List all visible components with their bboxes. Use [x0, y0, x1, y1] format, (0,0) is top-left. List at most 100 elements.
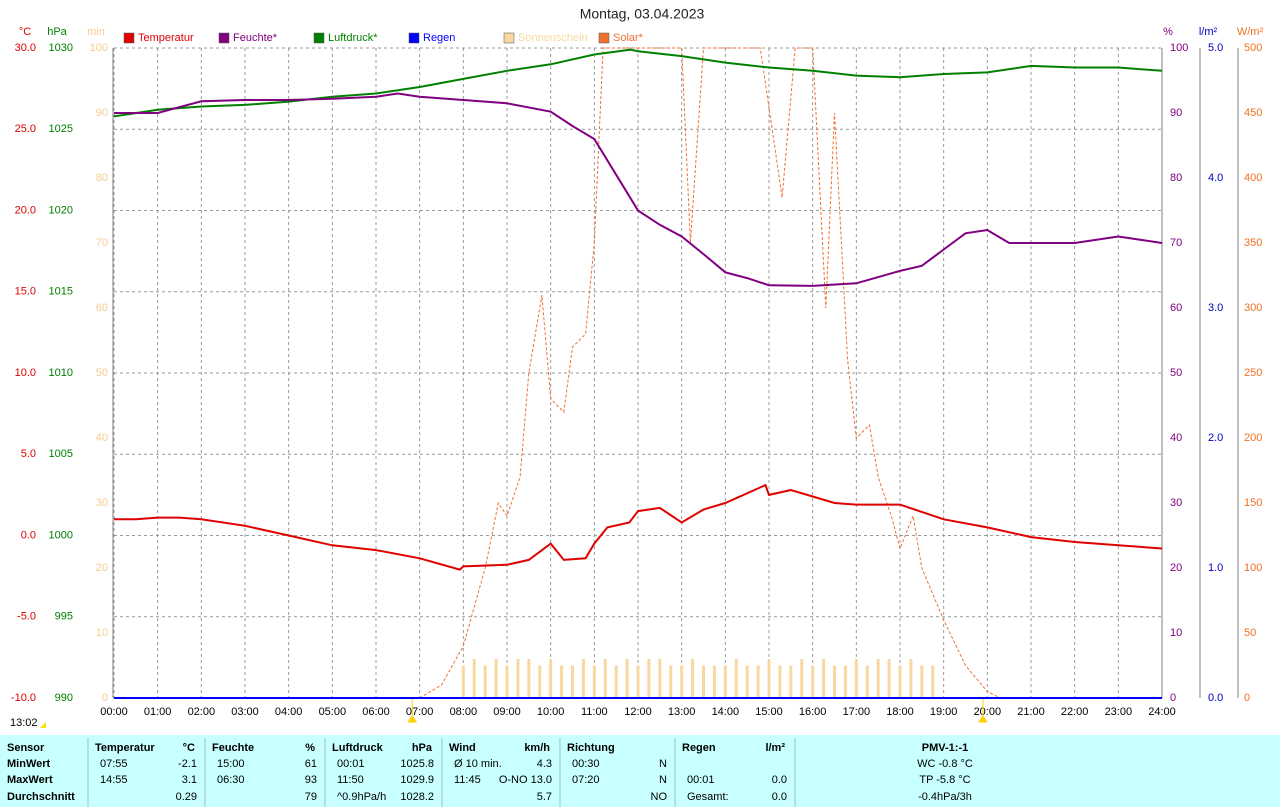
- y-tick-label: 5.0: [1208, 42, 1223, 54]
- sunshine-bar: [745, 665, 749, 698]
- sunshine-bar: [571, 665, 574, 698]
- y-tick-label: 15.0: [15, 286, 36, 298]
- axis-title: W/m²: [1237, 26, 1264, 38]
- y-tick-label: 40: [96, 432, 108, 444]
- y-tick-label: 0: [102, 692, 108, 704]
- y-tick-label: 1030: [49, 42, 73, 54]
- row-label: Durchschnitt: [7, 791, 75, 803]
- y-tick-label: 350: [1244, 237, 1262, 249]
- y-tick-label: 10: [1170, 627, 1182, 639]
- y-tick-label: 1.0: [1208, 562, 1223, 574]
- table-unit: hPa: [412, 742, 433, 754]
- y-tick-label: 70: [1170, 237, 1182, 249]
- axis-title: %: [1163, 26, 1173, 38]
- legend-label: Sonnenschein: [518, 32, 588, 44]
- y-tick-label: 60: [96, 302, 108, 314]
- table-cell: 0.0: [772, 791, 787, 803]
- sunshine-bar: [538, 665, 542, 698]
- y-tick-label: 40: [1170, 432, 1182, 444]
- table-header: Temperatur: [95, 742, 155, 754]
- sunshine-bar: [658, 659, 662, 698]
- x-tick-label: 16:00: [799, 706, 827, 718]
- x-tick-label: 11:00: [581, 706, 608, 718]
- x-tick-label: 08:00: [450, 706, 478, 718]
- y-tick-label: 30: [1170, 497, 1182, 509]
- x-tick-label: 17:00: [843, 706, 871, 718]
- sunshine-bar: [527, 659, 531, 698]
- table-background: [0, 735, 1280, 807]
- y-tick-label: 90: [1170, 107, 1182, 119]
- sunshine-bar: [822, 659, 826, 698]
- y-tick-label: 3.0: [1208, 302, 1223, 314]
- table-cell: 1028.2: [400, 791, 434, 803]
- x-tick-label: 14:00: [712, 706, 740, 718]
- y-tick-label: -10.0: [11, 692, 36, 704]
- table-header: Feuchte: [212, 742, 254, 754]
- y-tick-label: 10.0: [15, 367, 36, 379]
- table-cell: 07:55: [100, 758, 128, 770]
- table-header: Wind: [449, 742, 476, 754]
- y-tick-label: 100: [1170, 42, 1188, 54]
- table-cell: 11:45: [454, 774, 481, 786]
- y-tick-label: 1000: [49, 529, 73, 541]
- legend-swatch: [598, 32, 610, 44]
- y-tick-label: 20.0: [15, 204, 36, 216]
- sun-marker: [407, 698, 418, 723]
- row-label: MinWert: [7, 758, 51, 770]
- sunshine-bar: [876, 659, 880, 698]
- table-cell: 61: [305, 758, 317, 770]
- sunshine-bar: [931, 665, 935, 698]
- y-tick-label: 0: [1244, 692, 1250, 704]
- y-tick-label: 90: [96, 107, 108, 119]
- y-tick-label: 1015: [49, 286, 73, 298]
- x-tick-label: 03:00: [231, 706, 259, 718]
- table-cell: Gesamt:: [687, 791, 729, 803]
- table-cell: N: [659, 774, 667, 786]
- sunshine-bar: [843, 665, 847, 698]
- y-tick-label: 990: [55, 692, 73, 704]
- chart-title: Montag, 03.04.2023: [580, 6, 705, 22]
- table-cell: 00:01: [337, 758, 365, 770]
- y-tick-label: 400: [1244, 172, 1262, 184]
- x-tick-label: 23:00: [1105, 706, 1133, 718]
- y-tick-label: 5.0: [21, 448, 36, 460]
- y-tick-label: 25.0: [15, 123, 36, 135]
- y-tick-label: 0.0: [1208, 692, 1223, 704]
- legend-label: Feuchte*: [233, 32, 278, 44]
- x-tick-label: 21:00: [1017, 706, 1045, 718]
- table-cell: WC -0.8 °C: [917, 758, 973, 770]
- sunshine-bar: [505, 665, 509, 698]
- sunshine-bar: [494, 659, 498, 698]
- time-label: 13:02: [10, 717, 38, 729]
- table-cell: 15:00: [217, 758, 245, 770]
- sunshine-bar: [592, 665, 596, 698]
- table-cell: 06:30: [217, 774, 245, 786]
- y-tick-label: 500: [1244, 42, 1262, 54]
- sunshine-bar: [887, 659, 891, 698]
- table-header: PMV-1:-1: [922, 742, 968, 754]
- x-tick-label: 04:00: [275, 706, 303, 718]
- sunshine-bar: [789, 665, 793, 698]
- x-tick-label: 00:00: [100, 706, 128, 718]
- table-cell: 14:55: [100, 774, 128, 786]
- sunshine-bar: [680, 665, 684, 698]
- table-header: Luftdruck: [332, 742, 384, 754]
- legend-label: Temperatur: [138, 32, 194, 44]
- table-cell: Ø 10 min.: [454, 758, 502, 770]
- sunshine-bar: [898, 665, 902, 698]
- sunshine-bar: [636, 665, 640, 698]
- sunshine-bar: [767, 659, 771, 698]
- y-tick-label: 50: [96, 367, 108, 379]
- table-unit: km/h: [524, 742, 550, 754]
- series-line: [114, 483, 1163, 571]
- legend-label: Regen: [423, 32, 455, 44]
- y-tick-label: 1005: [49, 448, 73, 460]
- y-tick-label: 200: [1244, 432, 1262, 444]
- x-tick-label: 15:00: [755, 706, 783, 718]
- y-tick-label: 1025: [49, 123, 73, 135]
- sunshine-bar: [756, 665, 760, 698]
- y-tick-label: 50: [1244, 627, 1256, 639]
- x-tick-label: 12:00: [624, 706, 652, 718]
- series-line: [419, 47, 1001, 699]
- sunshine-bar: [472, 659, 476, 698]
